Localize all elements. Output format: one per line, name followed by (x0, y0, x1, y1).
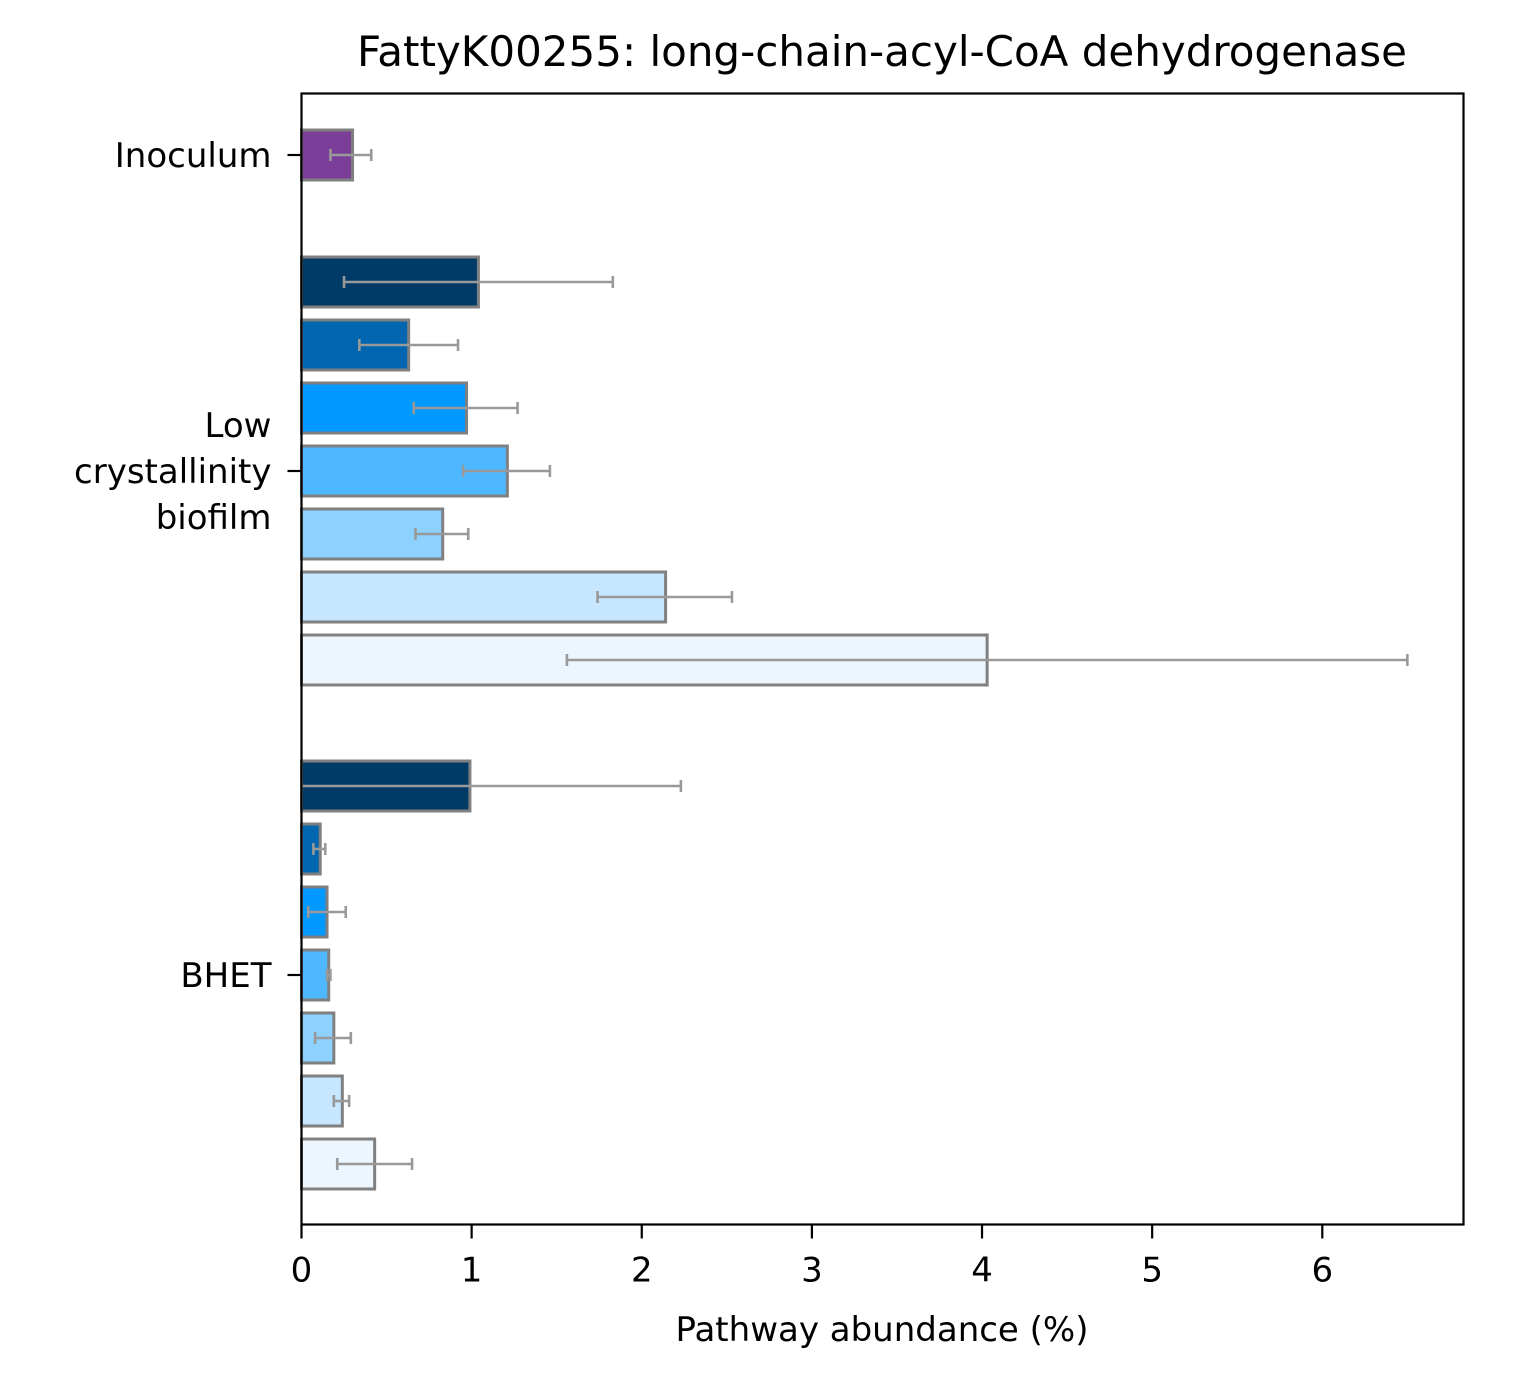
chart-title: FattyK00255: long-chain-acyl-CoA dehydro… (357, 27, 1407, 76)
y-tick-label: BHET (180, 956, 271, 996)
y-tick-label: Inoculum (115, 136, 272, 176)
x-tick-label: 4 (971, 1251, 993, 1291)
error-bar (312, 843, 327, 855)
error-bar (414, 528, 470, 540)
y-tick-label: biofilm (156, 498, 272, 538)
bar (300, 948, 331, 1002)
y-tick-label: crystallinity (74, 452, 271, 492)
error-bar (307, 906, 348, 918)
x-tick-label: 0 (291, 1251, 313, 1291)
x-tick-label: 6 (1311, 1251, 1333, 1291)
error-bar (358, 339, 460, 351)
plot-area-frame (300, 92, 1465, 1226)
x-tick-label: 2 (631, 1251, 653, 1291)
errorbars-layer (300, 149, 1409, 1170)
y-tick-label: Low (205, 406, 272, 446)
x-tick-label: 5 (1141, 1251, 1163, 1291)
error-bar (335, 1158, 414, 1170)
x-axis: 0 1 2 3 4 5 6 (291, 1224, 1333, 1291)
error-bar (342, 276, 615, 288)
x-tick-label: 1 (461, 1251, 483, 1291)
x-tick-label: 3 (801, 1251, 823, 1291)
error-bar (332, 1095, 351, 1107)
error-bar (329, 149, 373, 161)
error-bar (325, 969, 332, 981)
error-bar (596, 591, 734, 603)
error-bar (461, 465, 552, 477)
y-axis: Inoculum Low crystallinity biofilm BHET (74, 136, 302, 996)
error-bar (313, 1032, 353, 1044)
x-axis-label: Pathway abundance (%) (676, 1310, 1089, 1350)
error-bar (412, 402, 519, 414)
error-bar (565, 654, 1409, 666)
